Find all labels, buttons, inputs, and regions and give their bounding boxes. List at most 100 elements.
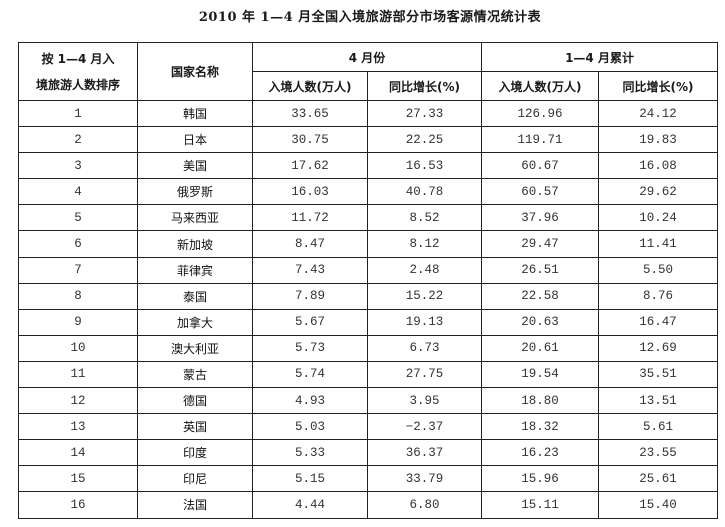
april-visitors-cell: 7.43 (252, 256, 368, 284)
rank-cell: 13 (18, 413, 138, 441)
cumulative-growth-cell: 11.41 (597, 230, 719, 258)
header-cum-visitors: 入境人数(万人) (481, 71, 599, 101)
april-growth-cell: 6.73 (367, 334, 482, 362)
april-visitors-cell: 7.89 (252, 282, 368, 310)
table-row: 13 英国 5.03 −2.37 18.32 5.61 (18, 413, 719, 441)
cumulative-visitors-cell: 16.23 (481, 439, 599, 467)
april-growth-cell: 36.37 (367, 439, 482, 467)
table-row: 1 韩国 33.65 27.33 126.96 24.12 (18, 99, 719, 128)
cumulative-visitors-cell: 60.67 (481, 152, 599, 180)
april-visitors-cell: 16.03 (252, 178, 368, 206)
cumulative-visitors-cell: 126.96 (481, 99, 599, 128)
country-cell: 印度 (137, 439, 253, 467)
country-cell: 美国 (137, 152, 253, 180)
cumulative-growth-cell: 23.55 (597, 439, 719, 467)
rank-cell: 2 (18, 126, 138, 154)
april-growth-cell: 16.53 (367, 152, 482, 180)
country-cell: 马来西亚 (137, 204, 253, 232)
cumulative-growth-cell: 24.12 (597, 99, 719, 128)
april-growth-cell: 2.48 (367, 256, 482, 284)
april-growth-cell: 6.80 (367, 491, 482, 519)
april-growth-cell: 19.13 (367, 308, 482, 336)
country-cell: 韩国 (137, 99, 253, 128)
april-visitors-cell: 5.03 (252, 413, 368, 441)
cumulative-visitors-cell: 26.51 (481, 256, 599, 284)
cumulative-visitors-cell: 15.11 (481, 491, 599, 519)
country-cell: 日本 (137, 126, 253, 154)
cumulative-visitors-cell: 18.80 (481, 387, 599, 415)
country-cell: 法国 (137, 491, 253, 519)
country-cell: 英国 (137, 413, 253, 441)
country-cell: 俄罗斯 (137, 178, 253, 206)
cumulative-growth-cell: 19.83 (597, 126, 719, 154)
table-row: 6 新加坡 8.47 8.12 29.47 11.41 (18, 230, 719, 258)
table-title: 2010 年 1—4 月全国入境旅游部分市场客源情况统计表 (198, 10, 542, 25)
cumulative-growth-cell: 5.50 (597, 256, 719, 284)
table-row: 14 印度 5.33 36.37 16.23 23.55 (18, 439, 719, 467)
cumulative-visitors-cell: 19.54 (481, 360, 599, 389)
table-row: 11 蒙古 5.74 27.75 19.54 35.51 (18, 360, 719, 389)
country-cell: 泰国 (137, 282, 253, 310)
april-growth-cell: 33.79 (367, 465, 482, 493)
cumulative-growth-cell: 16.47 (597, 308, 719, 336)
cumulative-visitors-cell: 22.58 (481, 282, 599, 310)
april-visitors-cell: 8.47 (252, 230, 368, 258)
rank-cell: 5 (18, 204, 138, 232)
rank-cell: 11 (18, 360, 138, 389)
rank-cell: 8 (18, 282, 138, 310)
table-row: 4 俄罗斯 16.03 40.78 60.57 29.62 (18, 178, 719, 206)
april-visitors-cell: 5.74 (252, 360, 368, 389)
rank-cell: 12 (18, 387, 138, 415)
cumulative-growth-cell: 16.08 (597, 152, 719, 180)
table-row: 16 法国 4.44 6.80 15.11 15.40 (18, 491, 719, 519)
cumulative-visitors-cell: 119.71 (481, 126, 599, 154)
april-growth-cell: 8.12 (367, 230, 482, 258)
april-visitors-cell: 33.65 (252, 99, 368, 128)
rank-cell: 7 (18, 256, 138, 284)
cumulative-visitors-cell: 29.47 (481, 230, 599, 258)
header-rank: 按 1—4 月入境旅游人数排序 (18, 42, 138, 101)
cumulative-visitors-cell: 37.96 (481, 204, 599, 232)
cumulative-growth-cell: 8.76 (597, 282, 719, 310)
country-cell: 印尼 (137, 465, 253, 493)
table-row: 12 德国 4.93 3.95 18.80 13.51 (18, 387, 719, 415)
cumulative-growth-cell: 35.51 (597, 360, 719, 389)
april-visitors-cell: 5.67 (252, 308, 368, 336)
rank-cell: 9 (18, 308, 138, 336)
cumulative-growth-cell: 15.40 (597, 491, 719, 519)
country-cell: 加拿大 (137, 308, 253, 336)
april-visitors-cell: 17.62 (252, 152, 368, 180)
cumulative-growth-cell: 29.62 (597, 178, 719, 206)
table-row: 5 马来西亚 11.72 8.52 37.96 10.24 (18, 204, 719, 232)
table-row: 3 美国 17.62 16.53 60.67 16.08 (18, 152, 719, 180)
april-visitors-cell: 5.33 (252, 439, 368, 467)
april-visitors-cell: 11.72 (252, 204, 368, 232)
april-visitors-cell: 5.15 (252, 465, 368, 493)
header-april-visitors: 入境人数(万人) (252, 71, 368, 101)
table-row: 8 泰国 7.89 15.22 22.58 8.76 (18, 282, 719, 310)
rank-cell: 6 (18, 230, 138, 258)
table-row: 15 印尼 5.15 33.79 15.96 25.61 (18, 465, 719, 493)
header-april: 4 月份 (252, 42, 482, 72)
april-visitors-cell: 5.73 (252, 334, 368, 362)
header-cumulative: 1—4 月累计 (480, 42, 719, 72)
table-row: 7 菲律宾 7.43 2.48 26.51 5.50 (18, 256, 719, 284)
statistics-table: 按 1—4 月入境旅游人数排序 国家名称 4 月份 1—4 月累计 入境人数(万… (18, 42, 719, 519)
april-growth-cell: −2.37 (367, 413, 482, 441)
cumulative-growth-cell: 13.51 (597, 387, 719, 415)
rank-cell: 1 (18, 99, 138, 128)
cumulative-visitors-cell: 60.57 (481, 178, 599, 206)
cumulative-visitors-cell: 15.96 (481, 465, 599, 493)
cumulative-growth-cell: 10.24 (597, 204, 719, 232)
april-growth-cell: 3.95 (367, 387, 482, 415)
april-growth-cell: 40.78 (367, 178, 482, 206)
table-row: 10 澳大利亚 5.73 6.73 20.61 12.69 (18, 334, 719, 362)
april-growth-cell: 15.22 (367, 282, 482, 310)
rank-cell: 10 (18, 334, 138, 362)
country-cell: 澳大利亚 (137, 334, 253, 362)
rank-cell: 14 (18, 439, 138, 467)
rank-cell: 16 (18, 491, 138, 519)
table-row: 9 加拿大 5.67 19.13 20.63 16.47 (18, 308, 719, 336)
cumulative-visitors-cell: 20.61 (481, 334, 599, 362)
header-april-growth: 同比增长(%) (367, 71, 482, 101)
